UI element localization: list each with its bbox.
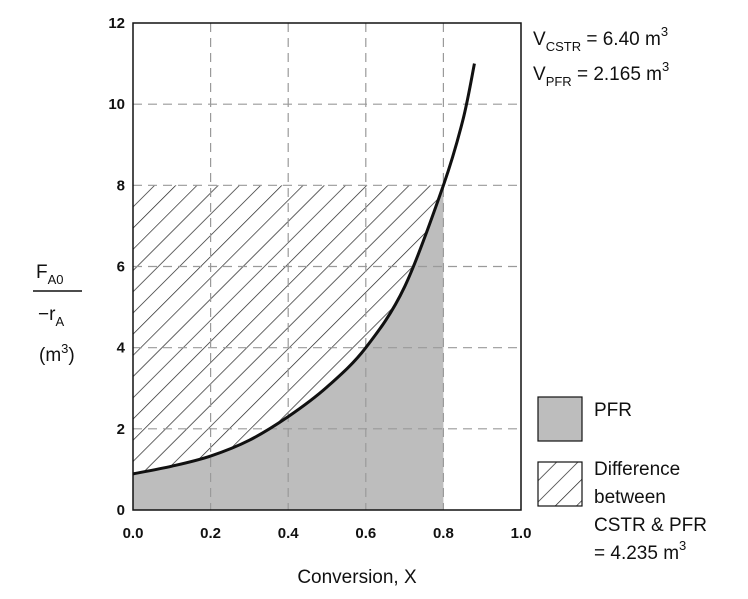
annotation-v-cstr: VCSTR = 6.40 m3	[533, 24, 668, 54]
y-tick-label: 2	[117, 421, 125, 438]
legend-difference-line-2: between	[594, 487, 666, 508]
x-tick-label: 0.8	[433, 525, 454, 542]
volume-annotations: VCSTR = 6.40 m3 VPFR = 2.165 m3	[533, 24, 669, 89]
x-tick-label: 1.0	[511, 525, 532, 542]
legend: PFR Difference between CSTR & PFR = 4.23…	[537, 396, 707, 564]
y-label-denominator: −rA	[38, 304, 64, 329]
y-tick-label: 0	[117, 502, 125, 519]
legend-difference-line-4: = 4.235 m3	[594, 538, 686, 564]
x-tick-labels: 0.0 0.2 0.4 0.6 0.8 1.0	[123, 525, 532, 542]
y-tick-labels: 0 2 4 6 8 10 12	[108, 15, 125, 519]
plot-frame	[132, 22, 522, 511]
x-tick-label: 0.0	[123, 525, 144, 542]
y-tick-label: 6	[117, 259, 125, 276]
y-tick-label: 8	[117, 177, 125, 194]
legend-pfr-label: PFR	[594, 400, 632, 421]
y-tick-label: 12	[108, 15, 125, 32]
x-axis-label: Conversion, X	[297, 567, 417, 588]
levenspiel-curve	[133, 63, 476, 476]
legend-difference-swatch	[537, 461, 583, 507]
y-tick-label: 10	[108, 96, 125, 113]
y-axis-label: FA0 −rA (m3)	[33, 262, 82, 366]
y-tick-label: 4	[117, 340, 126, 357]
grid-lines	[133, 23, 521, 510]
legend-difference-line-1: Difference	[594, 459, 680, 480]
x-tick-label: 0.4	[278, 525, 300, 542]
annotation-v-pfr: VPFR = 2.165 m3	[533, 59, 669, 89]
x-tick-label: 0.6	[355, 525, 376, 542]
y-label-numerator: FA0	[36, 262, 64, 287]
legend-difference-line-3: CSTR & PFR	[594, 515, 707, 536]
legend-pfr-swatch	[537, 396, 583, 442]
y-label-units: (m3)	[39, 341, 75, 366]
x-tick-label: 0.2	[200, 525, 221, 542]
